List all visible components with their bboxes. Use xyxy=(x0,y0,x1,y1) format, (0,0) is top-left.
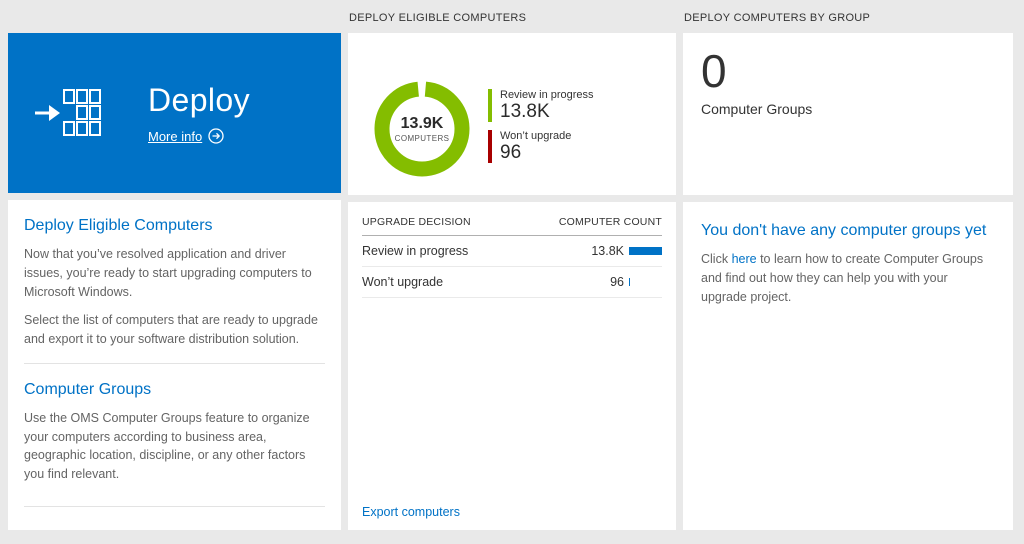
row-count: 96 xyxy=(610,275,624,289)
legend-swatch-green xyxy=(488,89,492,122)
deploy-eligible-paragraph-2: Select the list of computers that are re… xyxy=(24,313,318,346)
computer-groups-count: 0 xyxy=(701,45,727,97)
text-before-link: Click xyxy=(701,252,732,266)
empty-state-text: Click here to learn how to create Comput… xyxy=(701,250,995,306)
donut-center: 13.9K COMPUTERS xyxy=(372,79,472,179)
computer-groups-paragraph: Use the OMS Computer Groups feature to o… xyxy=(24,410,310,481)
legend-swatch-red xyxy=(488,129,492,163)
computer-groups-count-label: Computer Groups xyxy=(701,101,813,118)
legend-label: Won’t upgrade xyxy=(500,129,572,142)
export-computers-link[interactable]: Export computers xyxy=(362,505,460,519)
eligible-computers-chart-tile[interactable]: 13.9K COMPUTERS Review in progress 13.8K… xyxy=(348,33,676,195)
donut-segment-review-in-progress[interactable] xyxy=(374,81,470,177)
deploy-icon xyxy=(34,86,104,140)
empty-state-heading: You don't have any computer groups yet xyxy=(701,222,987,239)
row-count: 13.8K xyxy=(591,244,624,258)
count-bar xyxy=(629,278,631,286)
column-header-computer-count: COMPUTER COUNT xyxy=(558,216,662,228)
deploy-tile-text: Deploy More info xyxy=(148,82,250,144)
table-row-review-in-progress[interactable]: Review in progress 13.8K xyxy=(362,236,662,267)
section-header-eligible-computers: DEPLOY ELIGIBLE COMPUTERS xyxy=(349,12,527,24)
deploy-info-panel: Deploy Eligible Computers Now that you’v… xyxy=(8,200,341,530)
table-header-row: UPGRADE DECISION COMPUTER COUNT xyxy=(362,202,662,236)
computer-groups-empty-tile: You don't have any computer groups yet C… xyxy=(683,202,1013,530)
deploy-eligible-paragraph-1: Now that you’ve resolved application and… xyxy=(24,247,312,299)
text-after-link: to learn how to create Computer Groups a… xyxy=(701,252,984,304)
legend-item-wont-upgrade: Won’t upgrade 96 xyxy=(488,129,594,164)
legend-value: 96 xyxy=(500,141,522,163)
heading-deploy-eligible-computers: Deploy Eligible Computers xyxy=(24,217,213,234)
computer-groups-count-tile[interactable]: 0 Computer Groups xyxy=(683,33,1013,195)
row-label: Won’t upgrade xyxy=(362,275,444,289)
section-deploy-eligible-computers: Deploy Eligible Computers Now that you’v… xyxy=(24,200,325,363)
panel-footer-divider xyxy=(24,505,325,530)
count-bar xyxy=(629,247,662,255)
heading-computer-groups: Computer Groups xyxy=(24,380,152,398)
legend-label: Review in progress xyxy=(500,89,594,101)
here-link[interactable]: here xyxy=(731,252,757,266)
arrow-circle-icon xyxy=(208,128,224,144)
deploy-tile[interactable]: Deploy More info xyxy=(8,33,341,193)
donut-legend: Review in progress 13.8K Won’t upgrade 9… xyxy=(488,89,594,164)
table-row-wont-upgrade[interactable]: Won’t upgrade 96 xyxy=(362,267,662,298)
section-computer-groups: Computer Groups Use the OMS Computer Gro… xyxy=(24,362,325,498)
column-header-upgrade-decision: UPGRADE DECISION xyxy=(362,216,471,228)
row-label: Review in progress xyxy=(362,244,469,258)
legend-value: 13.8K xyxy=(500,101,550,122)
legend-item-review-in-progress: Review in progress 13.8K xyxy=(488,89,594,123)
deploy-title: Deploy xyxy=(148,82,251,118)
donut-total-value: 13.9K xyxy=(400,115,444,132)
section-header-computers-by-group: DEPLOY COMPUTERS BY GROUP xyxy=(684,12,871,24)
more-info-link[interactable]: More info xyxy=(148,128,250,144)
more-info-label: More info xyxy=(148,128,203,144)
donut-total-label: COMPUTERS xyxy=(394,134,450,143)
donut-chart[interactable]: 13.9K COMPUTERS xyxy=(372,79,472,179)
upgrade-decision-table-tile: UPGRADE DECISION COMPUTER COUNT Review i… xyxy=(348,202,676,530)
